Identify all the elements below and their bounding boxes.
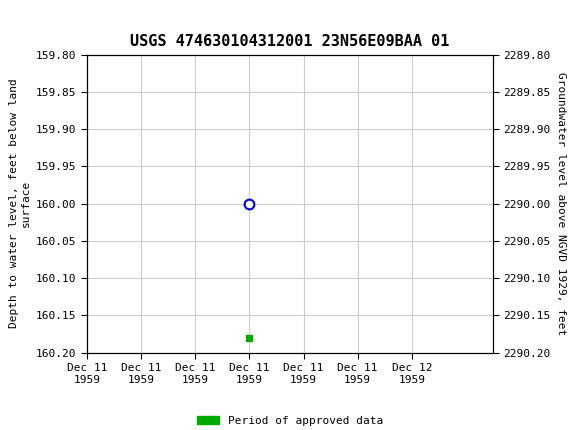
- Title: USGS 474630104312001 23N56E09BAA 01: USGS 474630104312001 23N56E09BAA 01: [130, 34, 450, 49]
- Y-axis label: Groundwater level above NGVD 1929, feet: Groundwater level above NGVD 1929, feet: [556, 72, 566, 335]
- Legend: Period of approved data: Period of approved data: [193, 412, 387, 430]
- Y-axis label: Depth to water level, feet below land
surface: Depth to water level, feet below land su…: [9, 79, 31, 329]
- Text: ≡USGS: ≡USGS: [91, 28, 150, 48]
